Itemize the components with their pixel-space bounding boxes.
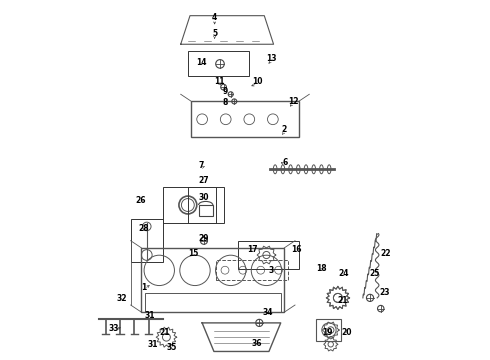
Text: 10: 10: [252, 77, 263, 86]
Text: 34: 34: [263, 309, 273, 318]
Bar: [198, 205, 213, 216]
Bar: [317, 319, 342, 341]
Text: 26: 26: [135, 196, 146, 205]
Text: 11: 11: [214, 77, 224, 86]
Text: 15: 15: [188, 249, 198, 258]
Text: 9: 9: [223, 87, 228, 96]
Bar: [217, 260, 288, 280]
Text: 31: 31: [145, 311, 155, 320]
Text: 21: 21: [159, 328, 170, 337]
Text: 25: 25: [369, 269, 379, 278]
Text: 19: 19: [322, 328, 332, 337]
Text: 12: 12: [288, 97, 298, 106]
Text: 6: 6: [282, 158, 288, 167]
Bar: [145, 293, 281, 312]
Text: 36: 36: [252, 339, 263, 348]
Text: 27: 27: [198, 176, 209, 185]
Text: 33: 33: [109, 324, 119, 333]
Text: 3: 3: [269, 266, 274, 275]
Text: 8: 8: [222, 98, 228, 107]
Text: 18: 18: [317, 264, 327, 273]
Text: 17: 17: [247, 245, 258, 254]
Text: 21: 21: [337, 296, 347, 305]
Bar: [192, 102, 298, 137]
Text: 28: 28: [138, 224, 148, 233]
Bar: [142, 248, 284, 312]
Text: 14: 14: [196, 58, 207, 67]
Text: 16: 16: [291, 245, 302, 254]
Text: 30: 30: [198, 193, 209, 202]
Text: 23: 23: [380, 288, 390, 297]
Text: 2: 2: [282, 126, 287, 135]
Text: 13: 13: [267, 54, 277, 63]
Text: 22: 22: [381, 249, 392, 258]
Text: 1: 1: [142, 283, 147, 292]
Text: 31: 31: [148, 340, 158, 349]
Text: 5: 5: [212, 29, 217, 38]
Text: 29: 29: [198, 234, 208, 243]
Text: 4: 4: [212, 13, 217, 22]
Text: 20: 20: [341, 328, 352, 337]
Text: 32: 32: [116, 294, 126, 303]
Text: 7: 7: [199, 161, 204, 170]
Text: 24: 24: [338, 269, 348, 278]
Text: 35: 35: [167, 343, 177, 352]
